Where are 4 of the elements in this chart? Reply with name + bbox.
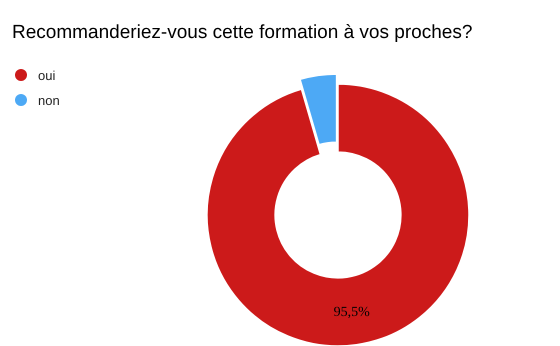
data-label: 95,5% [334,304,370,320]
legend-label: non [38,93,60,108]
legend-label: oui [38,68,56,83]
chart-title: Recommanderiez-vous cette formation à vos proches? [12,22,472,43]
